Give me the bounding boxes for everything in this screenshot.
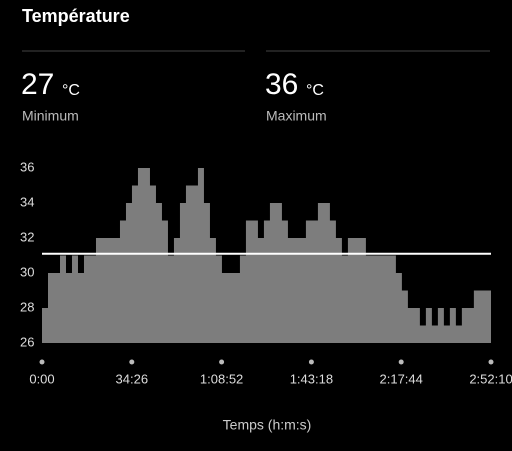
stat-label: Maximum: [266, 108, 327, 124]
title: Température: [22, 6, 130, 26]
stat-value: 36: [265, 68, 298, 101]
y-tick-label: 34: [20, 194, 34, 209]
stat-label: Minimum: [22, 108, 79, 124]
x-axis-title: Temps (h:m:s): [223, 417, 312, 433]
x-tick-dot: [308, 359, 314, 365]
stat-value: 27: [21, 68, 54, 101]
x-tick-dot: [488, 359, 494, 365]
y-tick-label: 28: [20, 299, 34, 314]
x-tick-label: 0:00: [29, 371, 54, 386]
y-tick-label: 30: [20, 264, 34, 279]
y-tick-label: 32: [20, 229, 34, 244]
x-tick-label: 1:43:18: [290, 371, 333, 386]
x-tick-label: 34:26: [116, 371, 149, 386]
y-tick-label: 36: [20, 159, 34, 174]
x-tick-dot: [39, 359, 45, 365]
x-tick-dot: [219, 359, 225, 365]
x-tick-label: 1:08:52: [200, 371, 243, 386]
x-tick-dot: [398, 359, 404, 365]
x-tick-dot: [129, 359, 135, 365]
y-tick-label: 26: [20, 334, 34, 349]
stat-unit: °C: [62, 82, 80, 99]
x-tick-label: 2:52:10: [469, 371, 512, 386]
area: [42, 168, 491, 343]
x-tick-label: 2:17:44: [380, 371, 423, 386]
stat-unit: °C: [306, 82, 324, 99]
